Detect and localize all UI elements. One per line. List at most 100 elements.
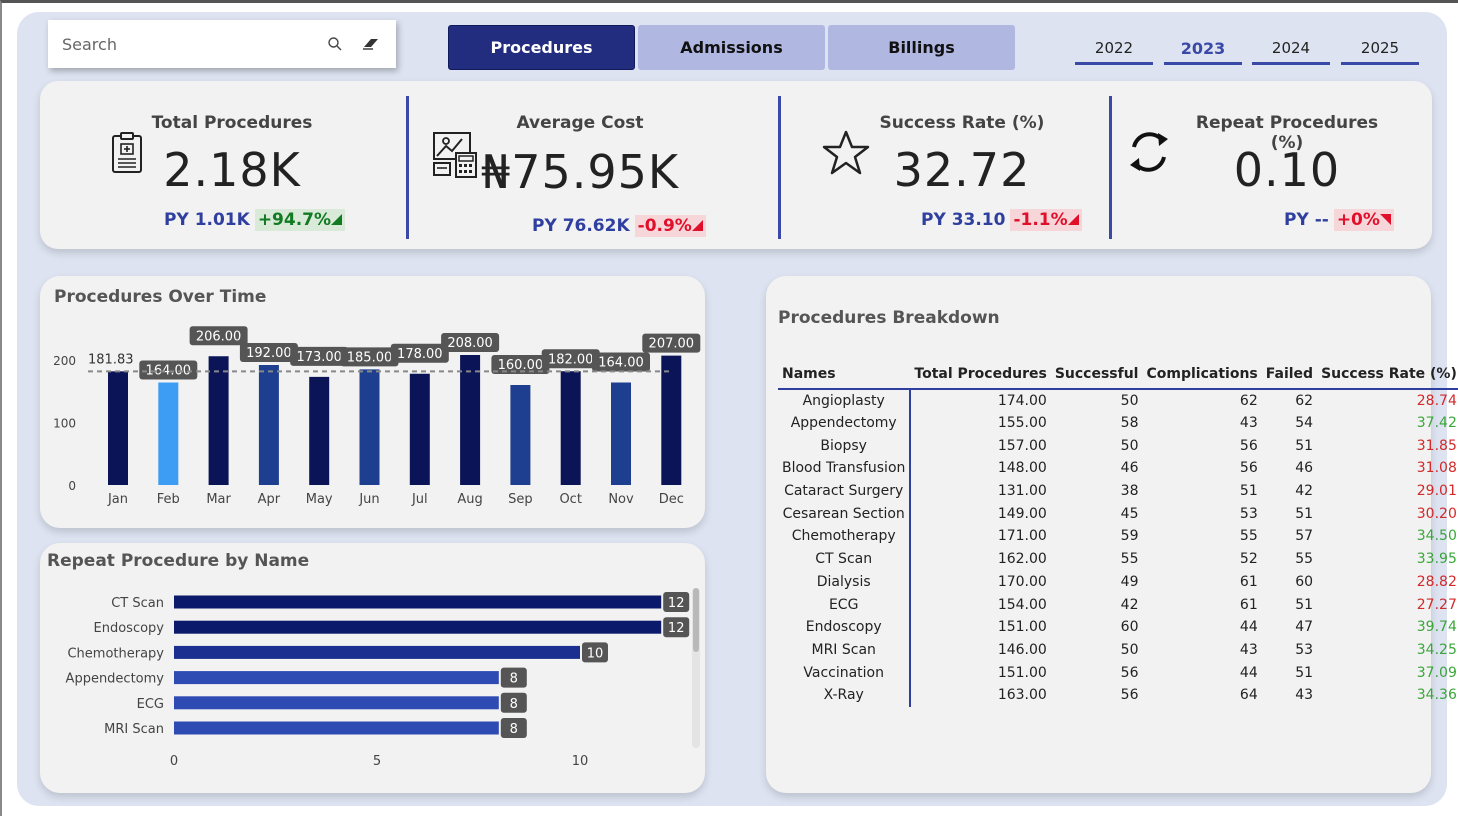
table-row[interactable]: ECG 154.00 42 61 51 27.27 [778,593,1458,616]
table-cell: 51 [1295,505,1314,522]
table-cell: 151.00 [997,664,1047,681]
x-tick-label: May [306,492,333,507]
table-cell: 62 [1239,392,1258,409]
table-cell: 39.74 [1416,619,1457,636]
scrollbar-thumb[interactable] [693,588,699,652]
table-cell: 44 [1239,664,1258,681]
table-row[interactable]: Angioplasty 174.00 50 62 62 28.74 [778,389,1458,412]
star-icon [822,129,870,181]
svg-text:8: 8 [510,697,518,712]
cost-calculator-icon [432,131,480,183]
kpi-py-label: PY 1.01K [164,210,250,230]
procedure-name-cell: Endoscopy [778,615,912,639]
column-header[interactable]: Success Rate (%) [1317,359,1458,390]
bar [108,371,128,485]
bar [174,620,662,634]
data-label: 12 [663,617,690,638]
table-row[interactable]: X-Ray 163.00 56 64 43 34.36 [778,683,1458,707]
column-header[interactable]: Successful [1050,359,1143,390]
table-cell: 34.36 [1416,687,1457,704]
tab-admissions[interactable]: Admissions [638,25,825,70]
data-label: 208.00 [441,333,500,352]
data-label: 8 [500,718,527,738]
kpi-prior-year: PY -- +0% [1284,209,1394,231]
search-input[interactable] [62,34,310,54]
kpi-value: 2.18K [163,143,301,197]
data-label: 206.00 [189,326,248,346]
y-tick-label: 100 [53,417,76,431]
svg-text:8: 8 [510,722,518,737]
trend-up-icon [331,214,343,225]
procedure-name-cell: Chemotherapy [778,525,912,548]
year-2023[interactable]: 2023 [1164,39,1242,65]
bar [174,595,662,609]
table-cell: 28.82 [1416,573,1457,590]
data-label: 207.00 [642,333,701,353]
bar [359,369,380,485]
table-row[interactable]: Endoscopy 151.00 60 44 47 39.74 [778,615,1458,639]
procedure-name-cell: Biopsy [778,434,912,458]
year-2024[interactable]: 2024 [1252,39,1330,65]
procedure-name-cell: ECG [778,593,912,616]
svg-text:10: 10 [587,646,604,661]
data-label: 12 [663,592,690,612]
kpi-py-label: PY 33.10 [921,210,1006,230]
kpi-prior-year: PY 1.01K +94.7% [164,209,346,231]
table-cell: 149.00 [997,505,1047,522]
table-row[interactable]: MRI Scan 146.00 50 43 53 34.25 [778,638,1458,662]
table-cell: 46 [1295,460,1314,477]
table-cell: 51 [1295,664,1314,681]
table-cell: 50 [1120,437,1139,454]
eraser-icon[interactable] [360,33,382,55]
procedure-name-cell: X-Ray [778,683,912,707]
procedure-name-cell: Appendectomy [778,411,912,435]
table-cell: 29.01 [1416,483,1457,500]
table-row[interactable]: Chemotherapy 171.00 59 55 57 34.50 [778,525,1458,548]
chart-scrollbar[interactable] [692,588,700,748]
y-category-label: CT Scan [111,596,164,611]
svg-text:208.00: 208.00 [447,336,493,351]
data-label: 178.00 [390,343,449,363]
kpi-divider [1109,96,1112,239]
tab-procedures[interactable]: Procedures [448,25,635,70]
table-row[interactable]: Cataract Surgery 131.00 38 51 42 29.01 [778,479,1458,503]
column-header[interactable]: Failed [1261,359,1318,390]
year-2022[interactable]: 2022 [1075,39,1153,65]
column-header[interactable]: Complications [1142,359,1262,390]
table-row[interactable]: Blood Transfusion 148.00 46 56 46 31.08 [778,457,1458,480]
data-label: 164.00 [592,352,650,372]
table-cell: 163.00 [997,687,1047,704]
table-cell: 50 [1120,641,1139,658]
table-cell: 33.95 [1416,551,1457,568]
procedure-name-cell: Dialysis [778,570,912,594]
data-label: 182.00 [541,349,600,369]
table-row[interactable]: Cesarean Section 149.00 45 53 51 30.20 [778,502,1458,526]
procedure-name-cell: MRI Scan [778,638,912,662]
x-tick-label: Apr [258,492,281,507]
kpi-delta: -0.9% [634,215,706,237]
svg-text:206.00: 206.00 [196,329,242,344]
y-tick-label: 200 [53,354,76,368]
table-cell: 38 [1120,483,1139,500]
table-cell: 42 [1120,596,1139,613]
column-header[interactable]: Names [778,359,911,390]
column-header[interactable]: Total Procedures [910,359,1051,390]
y-category-label: Endoscopy [94,621,165,636]
table-cell: 53 [1295,641,1314,658]
table-row[interactable]: CT Scan 162.00 55 52 55 33.95 [778,547,1458,571]
year-2025[interactable]: 2025 [1341,39,1419,65]
table-row[interactable]: Biopsy 157.00 50 56 51 31.85 [778,434,1458,458]
kpi-value: ₦75.95K [480,145,680,199]
table-row[interactable]: Appendectomy 155.00 58 43 54 37.42 [778,411,1458,435]
svg-text:12: 12 [668,596,685,611]
kpi-value: 0.10 [1233,143,1341,197]
table-row[interactable]: Dialysis 170.00 49 61 60 28.82 [778,570,1458,594]
x-tick-label: Jul [411,492,428,507]
table-row[interactable]: Vaccination 151.00 56 44 51 37.09 [778,661,1458,684]
trend-down-icon [1379,214,1391,225]
tab-billings[interactable]: Billings [828,25,1015,70]
table-cell: 34.25 [1416,641,1457,658]
search-icon[interactable] [324,33,346,55]
svg-text:12: 12 [668,621,685,636]
trend-down-icon [1067,214,1079,225]
